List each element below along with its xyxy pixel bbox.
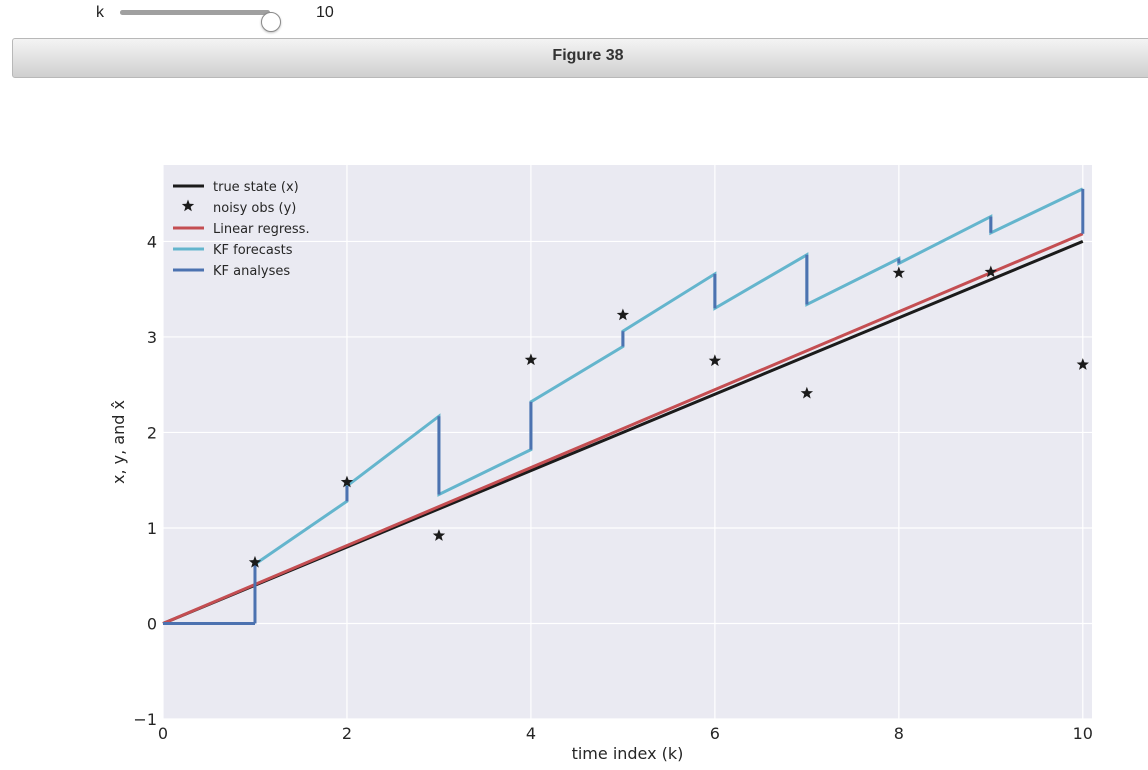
obs-point [984, 265, 997, 278]
y-tick-label: 4 [147, 232, 157, 251]
slider-value: 10 [316, 4, 334, 21]
legend-label: KF forecasts [213, 243, 293, 258]
obs-point [708, 354, 722, 367]
obs-point [524, 353, 538, 366]
legend-label: true state (x) [213, 180, 299, 195]
series-line-linear-regress [162, 232, 1084, 625]
k-slider-handle[interactable] [261, 12, 281, 32]
y-tick-label: 3 [147, 328, 157, 347]
x-tick-label: 4 [526, 724, 536, 743]
x-tick-label: 10 [1073, 724, 1093, 743]
k-slider-track[interactable] [120, 10, 281, 32]
y-tick-label: 2 [147, 423, 157, 442]
obs-point [800, 386, 814, 399]
k-slider-widget: k 10 [0, 0, 420, 32]
slider-label: k [96, 4, 104, 21]
x-tick-label: 0 [158, 724, 168, 743]
obs-point [432, 529, 446, 541]
x-tick-label: 2 [342, 724, 352, 743]
obs-point [248, 555, 262, 568]
obs-point [616, 308, 630, 321]
figure-title: Figure 38 [552, 47, 624, 64]
plot-area [163, 165, 1092, 719]
y-tick-label: 0 [147, 614, 157, 633]
legend-marker [181, 199, 195, 212]
x-axis-label: time index (k) [572, 744, 684, 763]
x-tick-label: 6 [710, 724, 720, 743]
x-tick-label: 8 [894, 724, 904, 743]
figure-title-bar[interactable]: Figure 38 [12, 38, 1148, 78]
k-slider-fill [120, 10, 270, 15]
legend-label: noisy obs (y) [213, 201, 296, 216]
y-tick-label: 1 [147, 519, 157, 538]
obs-point [340, 475, 354, 488]
series-line-kf-forecasts [254, 187, 1084, 566]
legend: true state (x) noisy obs (y) Linear regres… [173, 180, 310, 279]
y-axis-label: x, y, and x̂ [109, 400, 128, 484]
legend-label: Linear regress. [213, 222, 310, 237]
legend-label: KF analyses [213, 264, 290, 279]
obs-point [892, 266, 906, 279]
y-tick-label: −1 [133, 710, 157, 729]
obs-point [1076, 358, 1089, 370]
